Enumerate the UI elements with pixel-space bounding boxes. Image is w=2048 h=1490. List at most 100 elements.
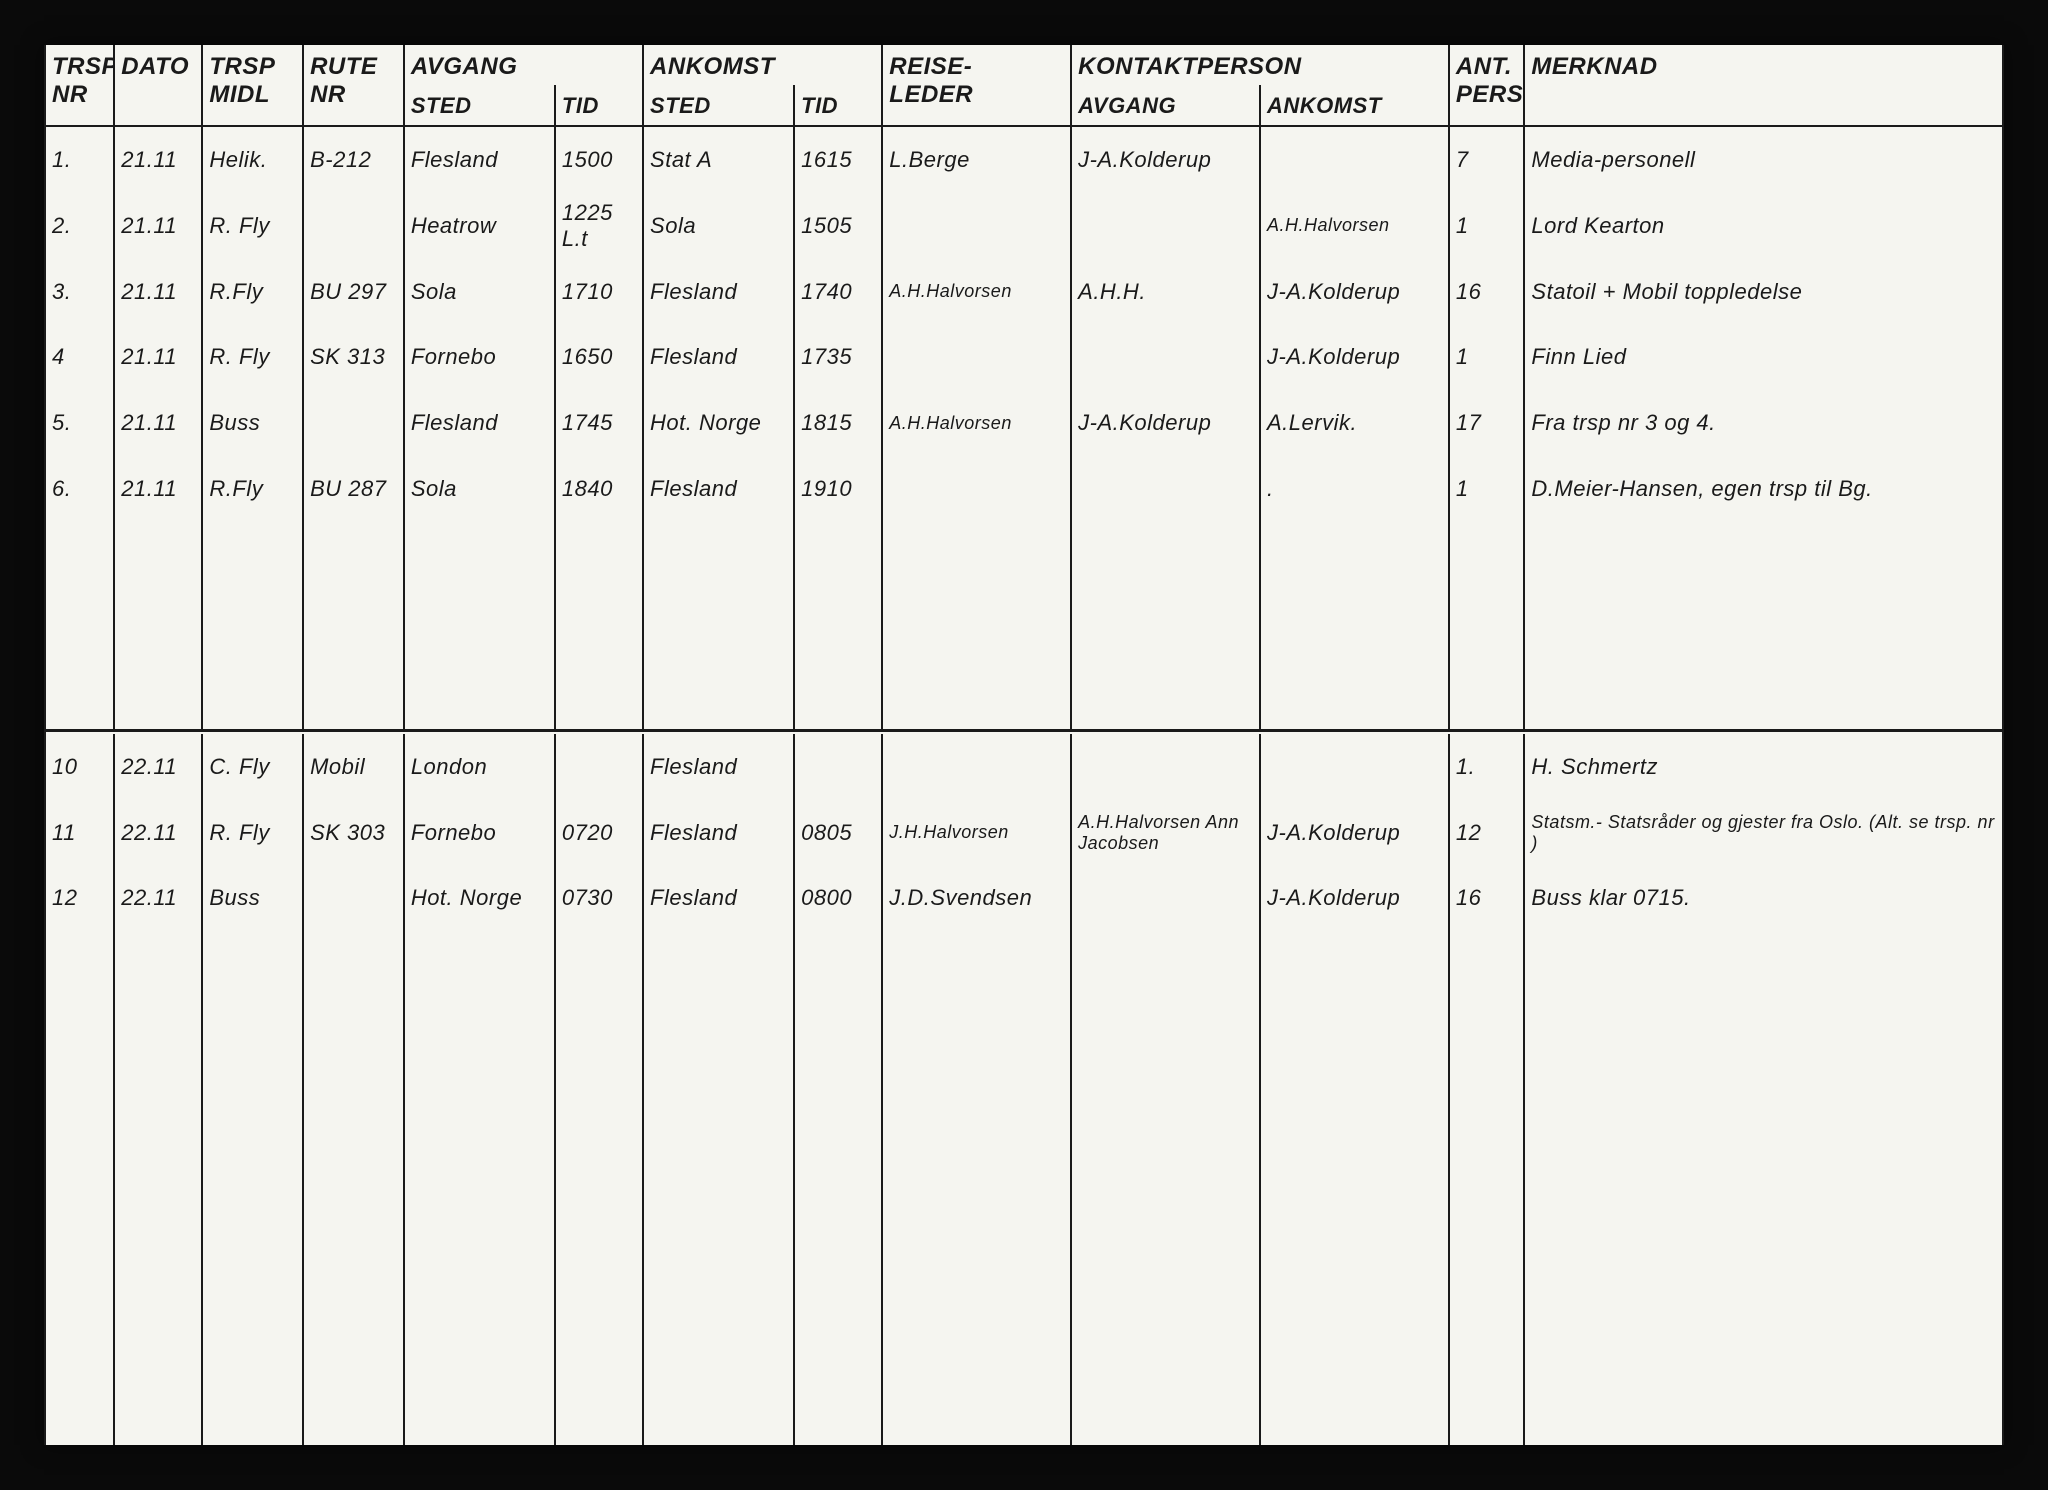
table-row: 5.21.11BussFlesland1745Hot. Norge1815A.H… <box>45 390 2003 456</box>
header-merknad: Merknad <box>1524 45 2003 126</box>
cell-rute: BU 287 <box>303 456 404 522</box>
header-avgang-tid: Tid <box>555 85 643 126</box>
cell-dato: 21.11 <box>114 456 202 522</box>
cell-ansted: Sola <box>643 193 794 259</box>
cell-midl: C. Fly <box>202 734 303 800</box>
cell-nr: 11 <box>45 800 114 866</box>
cell-avtid: 1840 <box>555 456 643 522</box>
cell-merk: Statsm.- Statsråder og gjester fra Oslo.… <box>1524 800 2003 866</box>
table-body-bottom: 1022.11C. FlyMobilLondonFlesland1.H. Sch… <box>45 734 2003 932</box>
cell-merk: Statoil + Mobil toppledelse <box>1524 259 2003 325</box>
table-row: 2.21.11R. FlyHeatrow1225 L.tSola1505A.H.… <box>45 193 2003 259</box>
header-reise-leder: Reise-leder <box>882 45 1071 126</box>
cell-antid: 1815 <box>794 390 882 456</box>
table-body-top: 1.21.11Helik.B-212Flesland1500Stat A1615… <box>45 126 2003 522</box>
cell-pers: 7 <box>1449 126 1525 193</box>
cell-ansted: Flesland <box>643 456 794 522</box>
cell-midl: R. Fly <box>202 193 303 259</box>
cell-leder: J.D.Svendsen <box>882 866 1071 932</box>
cell-rute: SK 303 <box>303 800 404 866</box>
cell-pers: 1 <box>1449 325 1525 391</box>
header-trsp-midl: TrspMidl <box>202 45 303 126</box>
cell-nr: 10 <box>45 734 114 800</box>
cell-antid: 1505 <box>794 193 882 259</box>
cell-avtid: 1745 <box>555 390 643 456</box>
cell-kank: A.H.Halvorsen <box>1260 193 1449 259</box>
cell-rute: Mobil <box>303 734 404 800</box>
header-kontakt-ankomst: Ankomst <box>1260 85 1449 126</box>
cell-rute: SK 313 <box>303 325 404 391</box>
cell-dato: 21.11 <box>114 193 202 259</box>
table-row: 6.21.11R.FlyBU 287Sola1840Flesland1910.1… <box>45 456 2003 522</box>
cell-leder: J.H.Halvorsen <box>882 800 1071 866</box>
cell-ansted: Flesland <box>643 259 794 325</box>
cell-avtid <box>555 734 643 800</box>
cell-antid: 1740 <box>794 259 882 325</box>
header-kontakt-avgang: Avgang <box>1071 85 1260 126</box>
cell-dato: 21.11 <box>114 325 202 391</box>
cell-kank <box>1260 734 1449 800</box>
cell-ansted: Flesland <box>643 325 794 391</box>
cell-kank: A.Lervik. <box>1260 390 1449 456</box>
cell-avsted: Sola <box>404 259 555 325</box>
cell-kank: . <box>1260 456 1449 522</box>
document-page: TrspNr Dato TrspMidl RuteNr Avgang Ankom… <box>44 45 2004 1445</box>
cell-avsted: Fornebo <box>404 800 555 866</box>
cell-ansted: Stat A <box>643 126 794 193</box>
cell-kavg <box>1071 734 1260 800</box>
cell-pers: 12 <box>1449 800 1525 866</box>
cell-antid: 0805 <box>794 800 882 866</box>
cell-nr: 1. <box>45 126 114 193</box>
cell-avtid: 1710 <box>555 259 643 325</box>
cell-rute <box>303 193 404 259</box>
cell-pers: 17 <box>1449 390 1525 456</box>
header-ant-pers: Ant.Pers. <box>1449 45 1525 126</box>
header-kontaktperson: Kontaktperson <box>1071 45 1449 85</box>
header-ankomst-tid: Tid <box>794 85 882 126</box>
cell-antid <box>794 734 882 800</box>
cell-antid: 1735 <box>794 325 882 391</box>
cell-nr: 12 <box>45 866 114 932</box>
cell-rute: BU 297 <box>303 259 404 325</box>
cell-midl: Buss <box>202 390 303 456</box>
table-row: 1122.11R. FlySK 303Fornebo0720Flesland08… <box>45 800 2003 866</box>
cell-avtid: 0720 <box>555 800 643 866</box>
cell-leder: A.H.Halvorsen <box>882 390 1071 456</box>
cell-kank: J-A.Kolderup <box>1260 325 1449 391</box>
cell-dato: 21.11 <box>114 259 202 325</box>
cell-leder: A.H.Halvorsen <box>882 259 1071 325</box>
cell-midl: R.Fly <box>202 456 303 522</box>
cell-nr: 2. <box>45 193 114 259</box>
cell-midl: Helik. <box>202 126 303 193</box>
cell-midl: R. Fly <box>202 325 303 391</box>
cell-kavg: A.H.H. <box>1071 259 1260 325</box>
cell-avsted: Flesland <box>404 126 555 193</box>
cell-kavg <box>1071 456 1260 522</box>
cell-avtid: 0730 <box>555 866 643 932</box>
cell-avtid: 1500 <box>555 126 643 193</box>
cell-pers: 1. <box>1449 734 1525 800</box>
cell-midl: R. Fly <box>202 800 303 866</box>
cell-ansted: Flesland <box>643 734 794 800</box>
table-spacer-top <box>45 522 2003 730</box>
cell-merk: Finn Lied <box>1524 325 2003 391</box>
header-avgang-sted: Sted <box>404 85 555 126</box>
cell-pers: 16 <box>1449 866 1525 932</box>
cell-merk: Media-personell <box>1524 126 2003 193</box>
cell-nr: 3. <box>45 259 114 325</box>
cell-avsted: Flesland <box>404 390 555 456</box>
cell-ansted: Flesland <box>643 866 794 932</box>
cell-merk: D.Meier-Hansen, egen trsp til Bg. <box>1524 456 2003 522</box>
table-row: 3.21.11R.FlyBU 297Sola1710Flesland1740A.… <box>45 259 2003 325</box>
cell-merk: H. Schmertz <box>1524 734 2003 800</box>
header-dato: Dato <box>114 45 202 126</box>
cell-kank: J-A.Kolderup <box>1260 259 1449 325</box>
cell-nr: 4 <box>45 325 114 391</box>
table-row: 421.11R. FlySK 313Fornebo1650Flesland173… <box>45 325 2003 391</box>
cell-kavg <box>1071 866 1260 932</box>
cell-kavg: J-A.Kolderup <box>1071 390 1260 456</box>
cell-pers: 1 <box>1449 193 1525 259</box>
cell-kavg <box>1071 325 1260 391</box>
header-ankomst-sted: Sted <box>643 85 794 126</box>
cell-leder <box>882 193 1071 259</box>
